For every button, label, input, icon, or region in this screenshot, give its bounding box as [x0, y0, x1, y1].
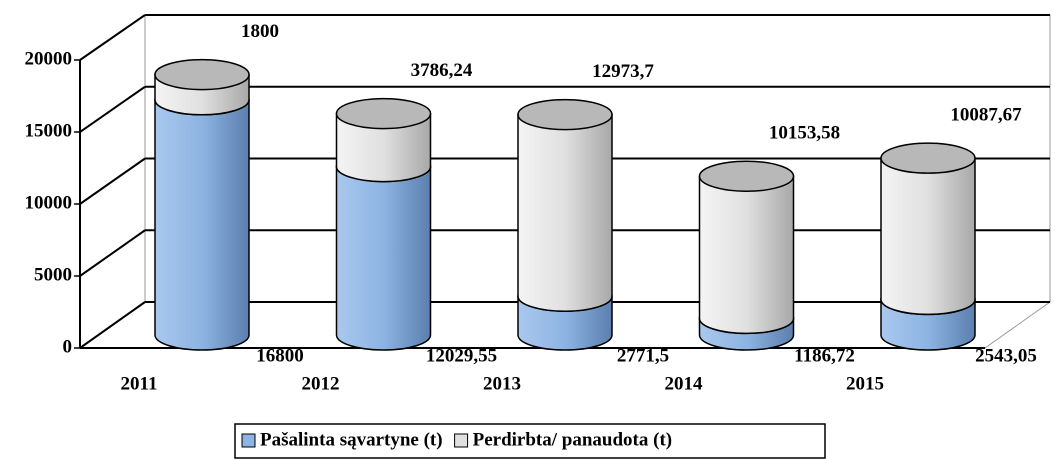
legend-swatch [454, 433, 469, 448]
legend-label: Pašalinta sąvartyne (t) [260, 429, 443, 450]
grid-line [79, 229, 146, 277]
data-label: 16800 [256, 345, 304, 366]
cylinder-segment [698, 175, 795, 335]
cylinder-segment [517, 113, 613, 312]
data-label: 12973,7 [592, 61, 654, 82]
cylinder-segment [880, 157, 976, 316]
y-tick-label: 20000 [25, 48, 73, 69]
grid-line [79, 157, 146, 205]
cylinder-top [698, 160, 795, 192]
x-tick-label: 2015 [846, 373, 884, 394]
legend-swatch [241, 433, 256, 448]
y-tick-label: 0 [63, 336, 73, 357]
data-label: 1186,72 [794, 345, 855, 366]
legend-box [234, 423, 826, 459]
data-label: 2543,05 [975, 345, 1037, 366]
cylinder-segment [154, 99, 250, 351]
data-label: 10087,67 [950, 105, 1022, 126]
y-tick-label: 15000 [25, 120, 73, 141]
x-tick-label: 2013 [483, 373, 521, 394]
data-label: 10153,58 [769, 123, 840, 144]
data-label: 3786,24 [411, 60, 473, 81]
grid-line [79, 301, 146, 349]
data-label: 1800 [241, 21, 279, 42]
cylinder-top [335, 97, 432, 130]
grid-line [79, 14, 146, 61]
cylinder-top [154, 58, 250, 91]
cylinder-segment [335, 112, 432, 183]
data-label: 2771,5 [617, 345, 669, 366]
legend-label: Perdirbta/ panaudota (t) [473, 429, 673, 450]
x-tick-label: 2011 [121, 373, 158, 394]
x-tick-label: 2014 [665, 373, 704, 394]
y-tick-label: 5000 [34, 264, 72, 285]
y-tick-label: 10000 [25, 192, 73, 213]
cylinder-segment [335, 165, 432, 351]
cylinder-top [517, 98, 613, 131]
cylinder-top [880, 142, 976, 174]
grid-line [79, 85, 146, 133]
data-label: 12029,55 [426, 345, 497, 366]
x-tick-label: 2012 [302, 373, 340, 394]
